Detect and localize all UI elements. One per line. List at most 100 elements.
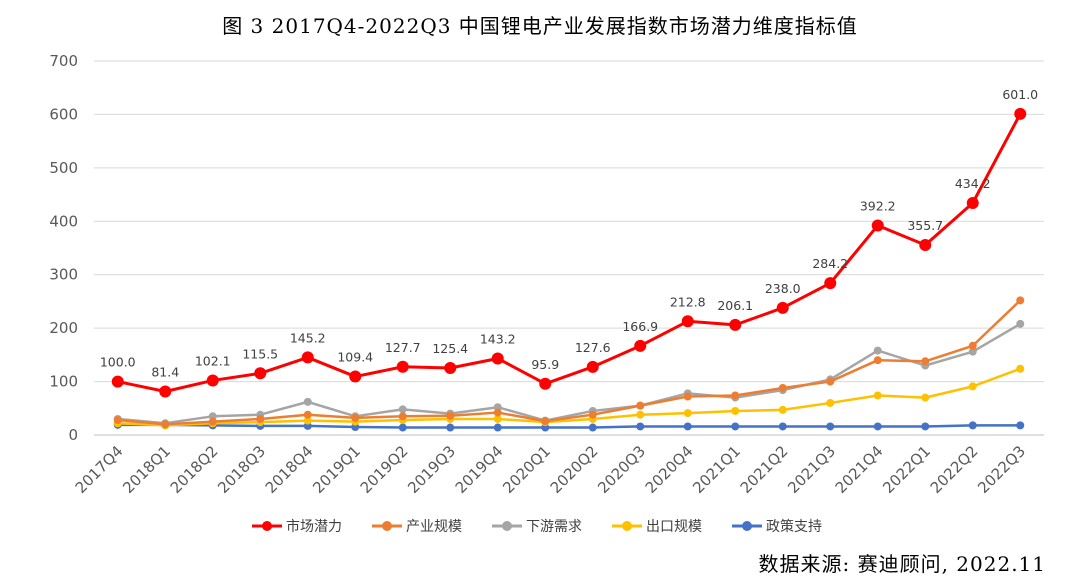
- data-label: 143.2: [480, 331, 516, 346]
- data-label: 601.0: [1002, 87, 1038, 102]
- data-point: [303, 397, 312, 406]
- data-label: 127.6: [575, 340, 611, 355]
- data-point: [731, 422, 740, 431]
- data-point: [493, 408, 502, 417]
- data-point: [206, 374, 219, 387]
- x-tick-label: 2020Q4: [642, 442, 697, 497]
- legend-item: 政策支持: [732, 518, 822, 535]
- data-point: [588, 410, 597, 419]
- x-tick-label: 2018Q4: [262, 442, 317, 497]
- data-point: [871, 219, 884, 232]
- data-point: [161, 420, 170, 429]
- data-point: [113, 416, 122, 425]
- chart-title: 图 3 2017Q4-2022Q3 中国锂电产业发展指数市场潜力维度指标值: [222, 14, 858, 38]
- data-point: [636, 410, 645, 419]
- x-tick-label: 2019Q2: [357, 442, 412, 497]
- x-tick-label: 2019Q4: [452, 442, 507, 497]
- data-label: 145.2: [290, 330, 326, 345]
- data-point: [539, 377, 552, 390]
- data-source: 数据来源: 赛迪顾问, 2022.11: [758, 552, 1046, 576]
- data-point: [254, 367, 267, 380]
- data-point: [873, 391, 882, 400]
- x-tick-label: 2021Q2: [737, 442, 792, 497]
- series-line: [117, 423, 1021, 429]
- legend-marker: [262, 521, 272, 531]
- data-labels: 100.0 81.4 102.1 115.5 145.2 109.4 127.7 125.4 1…: [100, 87, 1038, 380]
- y-axis: 0 100 200 300 400 500 600 700: [49, 52, 78, 444]
- data-point: [826, 422, 835, 431]
- legend-item: 出口规模: [612, 519, 702, 535]
- data-point: [256, 414, 265, 423]
- data-point: [301, 351, 314, 364]
- legend: 市场潜力 产业规模 下游需求 出口规模 政策支持: [252, 518, 822, 535]
- data-point: [349, 370, 362, 383]
- data-point: [824, 277, 837, 290]
- series-市场潜力: [111, 107, 1027, 398]
- legend-marker: [502, 521, 512, 531]
- x-tick-label: 2022Q2: [927, 442, 982, 497]
- x-tick-label: 2018Q3: [214, 442, 269, 497]
- data-point: [919, 238, 932, 251]
- data-label: 102.1: [195, 353, 231, 368]
- data-point: [968, 421, 977, 430]
- data-point: [778, 383, 787, 392]
- data-point: [351, 413, 360, 422]
- data-point: [491, 352, 504, 365]
- data-label: 284.2: [812, 256, 848, 271]
- data-point: [159, 385, 172, 398]
- data-point: [729, 318, 742, 331]
- data-point: [208, 417, 217, 426]
- data-point: [1016, 319, 1025, 328]
- data-label: 115.5: [242, 346, 278, 361]
- data-point: [968, 341, 977, 350]
- data-point: [966, 197, 979, 210]
- data-label: 212.8: [670, 294, 706, 309]
- data-point: [731, 391, 740, 400]
- data-label: 81.4: [151, 365, 179, 380]
- data-point: [634, 339, 647, 352]
- data-point: [778, 422, 787, 431]
- data-label: 127.7: [385, 340, 421, 355]
- data-point: [586, 360, 599, 373]
- data-point: [588, 423, 597, 432]
- legend-label: 下游需求: [526, 519, 582, 535]
- series-line: [117, 113, 1022, 394]
- legend-label: 政策支持: [766, 518, 822, 535]
- x-axis: 2017Q42018Q12018Q22018Q32018Q42019Q12019…: [72, 442, 1029, 497]
- y-tick-label: 400: [49, 212, 78, 230]
- y-tick-label: 200: [49, 319, 78, 337]
- data-point: [873, 356, 882, 365]
- x-tick-label: 2020Q2: [547, 442, 602, 497]
- x-tick-label: 2019Q1: [309, 442, 364, 497]
- data-point: [1016, 421, 1025, 430]
- data-point: [826, 398, 835, 407]
- data-point: [1014, 107, 1027, 120]
- series-line: [117, 322, 1021, 425]
- y-tick-label: 100: [49, 373, 78, 391]
- data-point: [683, 392, 692, 401]
- gridlines: [94, 60, 1044, 436]
- legend-item: 产业规模: [372, 519, 462, 535]
- x-tick-label: 2021Q4: [832, 442, 887, 497]
- data-point: [731, 406, 740, 415]
- x-tick-label: 2020Q1: [499, 442, 554, 497]
- data-point: [303, 410, 312, 419]
- x-tick-label: 2021Q3: [784, 442, 839, 497]
- data-point: [921, 357, 930, 366]
- data-point: [446, 423, 455, 432]
- legend-item: 下游需求: [492, 519, 582, 535]
- data-point: [1016, 364, 1025, 373]
- data-label: 434.2: [955, 176, 991, 191]
- data-label: 109.4: [337, 350, 373, 365]
- data-point: [398, 405, 407, 414]
- data-point: [398, 423, 407, 432]
- legend-label: 产业规模: [406, 519, 462, 535]
- legend-marker: [382, 521, 392, 531]
- legend-item: 市场潜力: [252, 518, 342, 535]
- data-point: [776, 301, 789, 314]
- data-point: [968, 347, 977, 356]
- data-point: [683, 422, 692, 431]
- data-label: 125.4: [432, 341, 468, 356]
- data-label: 238.0: [765, 281, 801, 296]
- x-tick-label: 2022Q1: [879, 442, 934, 497]
